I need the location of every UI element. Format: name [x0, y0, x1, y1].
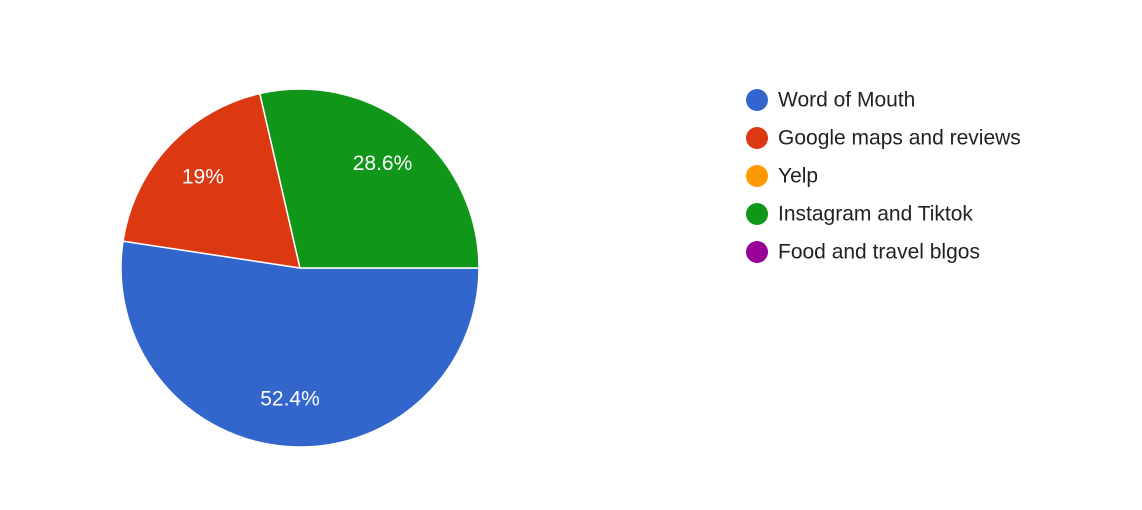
- legend-label: Food and travel blgos: [778, 241, 980, 264]
- legend-swatch: [746, 203, 768, 225]
- legend-swatch: [746, 89, 768, 111]
- legend-swatch: [746, 165, 768, 187]
- legend-swatch: [746, 241, 768, 263]
- legend-label: Google maps and reviews: [778, 127, 1021, 150]
- pie-slice: [258, 88, 480, 269]
- pie-slice: [122, 92, 301, 269]
- legend-label: Word of Mouth: [778, 89, 915, 112]
- legend-label: Instagram and Tiktok: [778, 203, 973, 226]
- pie-slice: [120, 240, 480, 448]
- slice-label: 28.6%: [353, 152, 413, 175]
- legend-label: Yelp: [778, 165, 818, 188]
- legend-swatch: [746, 127, 768, 149]
- slice-label: 19%: [182, 165, 224, 188]
- slice-label: 52.4%: [260, 388, 320, 411]
